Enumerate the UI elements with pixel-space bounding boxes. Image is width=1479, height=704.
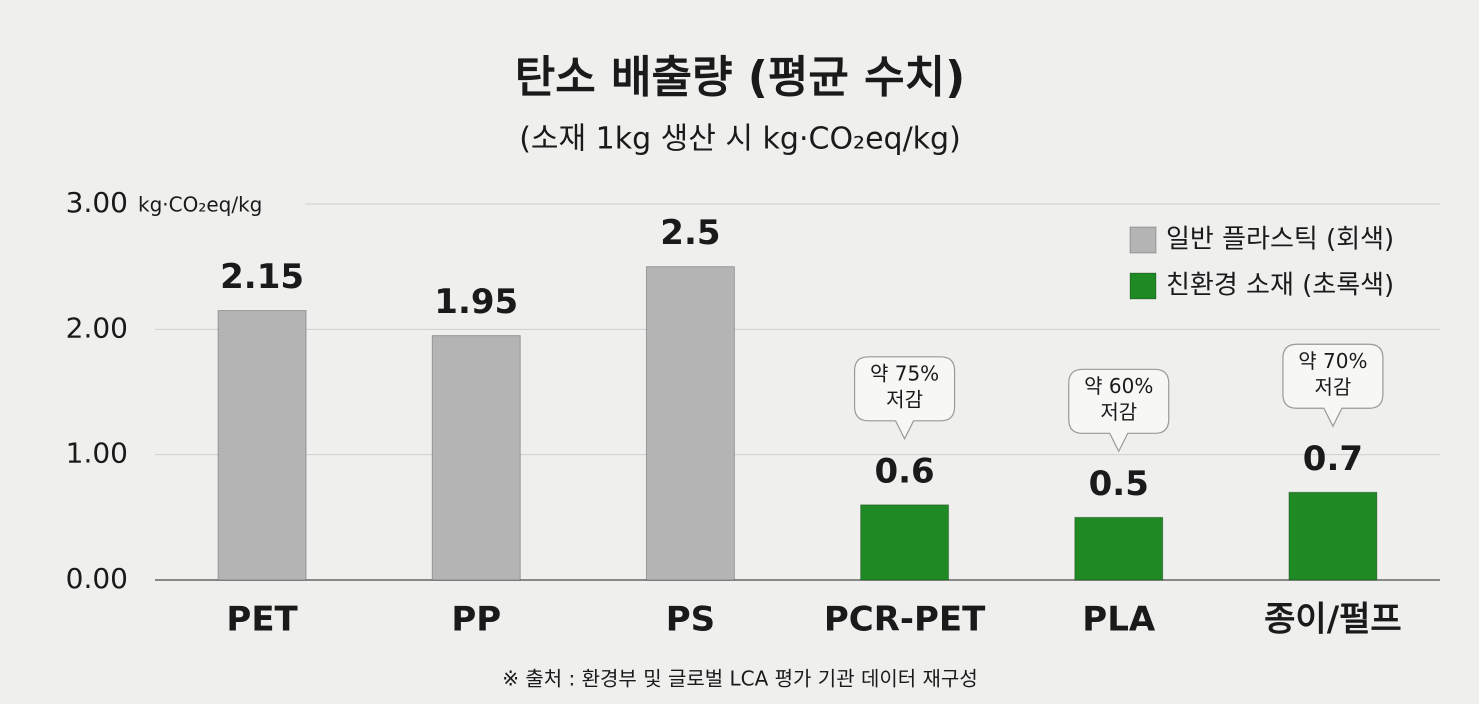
y-unit: kg·CO₂eq/kg [138,193,262,217]
bar [431,335,521,581]
value-label: 1.95 [434,282,518,322]
x-tick-label: PET [226,600,298,640]
legend-label: 일반 플라스틱 (회색) [1166,225,1394,255]
y-tick-label: 0.00 [66,562,128,595]
callout-bubble [853,356,956,441]
bar [1288,491,1378,581]
x-tick-label: PLA [1082,600,1156,640]
chart-title: 탄소 배출량 (평균 수치) [515,52,966,103]
legend-swatch [1129,272,1157,300]
x-tick-label: PCR-PET [824,600,986,640]
callout-text: 약 60% [1084,374,1153,398]
bar [860,504,950,581]
value-label: 2.5 [660,213,720,253]
x-tick-label: 종이/펄프 [1264,600,1402,640]
callout-text: 약 70% [1298,349,1367,373]
y-tick-label: 1.00 [66,437,128,470]
bar [1074,516,1164,581]
callout-bubble [1282,343,1384,428]
callout-text: 저감 [1315,375,1352,399]
y-tick-label: 2.00 [66,311,128,344]
bar [645,266,735,581]
y-tick-label: 3.00 [66,186,128,219]
callout-bubble [1068,368,1170,453]
callout-text: 저감 [886,387,923,411]
legend-label: 친환경 소재 (초록색) [1166,271,1394,301]
bar [217,310,307,581]
value-label: 0.7 [1303,439,1363,479]
callout-text: 저감 [1100,400,1137,424]
legend-swatch [1129,226,1157,254]
callout-text: 약 75% [870,361,939,385]
source-note: ※ 출처 : 환경부 및 글로벌 LCA 평가 기관 데이터 재구성 [502,667,977,691]
x-tick-label: PS [666,600,715,640]
x-tick-label: PP [451,600,501,640]
value-label: 0.6 [874,451,934,491]
value-label: 2.15 [220,257,304,297]
chart-subtitle: (소재 1kg 생산 시 kg·CO₂eq/kg) [519,122,961,157]
value-label: 0.5 [1089,464,1149,504]
